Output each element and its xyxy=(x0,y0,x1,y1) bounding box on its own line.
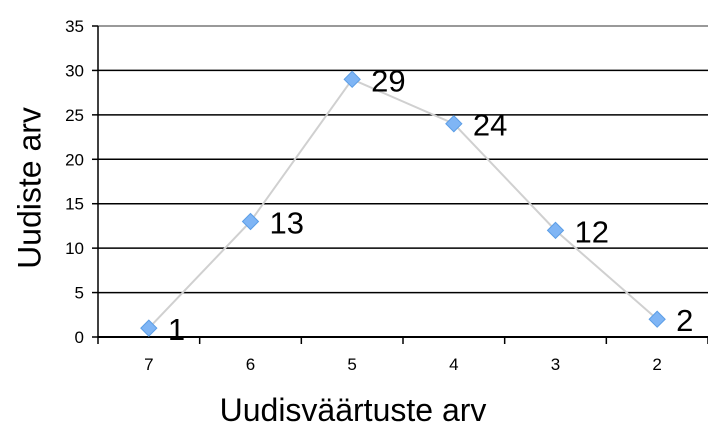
y-axis-title: Uudiste arv xyxy=(11,107,48,269)
data-label: 1 xyxy=(168,312,185,347)
y-tick-label: 30 xyxy=(65,61,84,80)
x-tick-label: 6 xyxy=(246,355,255,374)
y-tick-label: 35 xyxy=(65,17,84,36)
y-tick-label: 0 xyxy=(75,328,84,347)
data-label: 29 xyxy=(371,63,405,98)
series-line xyxy=(148,78,658,329)
y-tick-label: 20 xyxy=(65,150,84,169)
data-label: 2 xyxy=(676,303,693,338)
data-point-marker xyxy=(343,70,361,89)
data-point-marker xyxy=(546,221,565,240)
grid-lines xyxy=(98,25,708,338)
x-axis: 7 6 5 4 3 2 xyxy=(97,336,708,374)
x-tick-label: 5 xyxy=(347,355,356,374)
data-point-marker xyxy=(140,319,158,337)
y-tick-label: 15 xyxy=(65,195,84,214)
x-tick-label: 4 xyxy=(449,355,458,374)
data-label: 12 xyxy=(575,214,609,249)
x-tick-label: 7 xyxy=(144,355,153,374)
x-axis-title: Uudisväärtuste arv xyxy=(219,392,487,428)
x-tick-label: 3 xyxy=(551,355,560,374)
series-polyline xyxy=(148,78,658,329)
series-markers xyxy=(140,70,666,337)
data-label: 24 xyxy=(473,108,507,143)
data-point-marker xyxy=(241,212,260,231)
data-label: 13 xyxy=(270,205,304,240)
x-tick-label: 2 xyxy=(652,355,661,374)
y-tick-label: 10 xyxy=(65,239,84,258)
y-tick-label: 5 xyxy=(75,284,84,303)
data-labels: 1 13 29 24 12 2 xyxy=(168,63,694,347)
data-point-marker xyxy=(445,115,463,133)
y-axis-ticks: 0 5 10 15 20 25 30 35 xyxy=(65,17,99,347)
data-point-marker xyxy=(648,310,666,328)
y-tick-label: 25 xyxy=(65,106,84,125)
